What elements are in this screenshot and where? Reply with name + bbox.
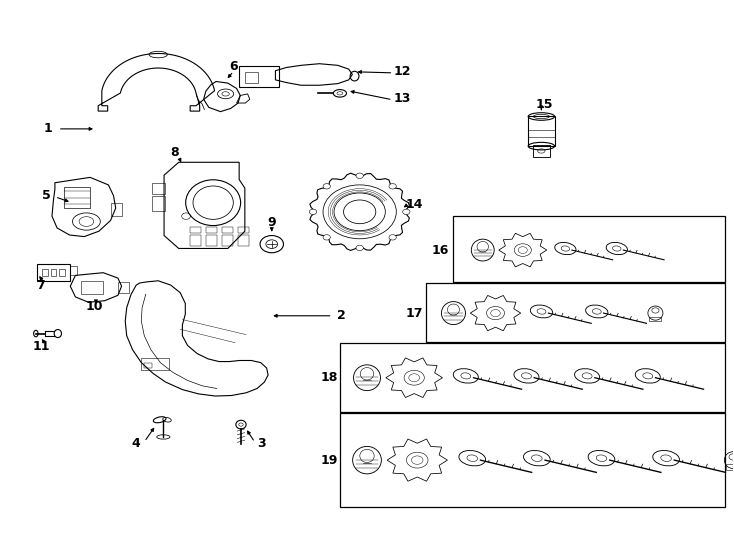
Circle shape: [309, 209, 316, 214]
Text: 7: 7: [37, 279, 46, 292]
Bar: [528, 117, 555, 146]
Text: 16: 16: [432, 244, 449, 256]
Bar: [189, 227, 200, 233]
Bar: [454, 216, 724, 282]
Circle shape: [389, 235, 396, 240]
Text: 19: 19: [320, 454, 338, 467]
Text: 5: 5: [43, 189, 51, 202]
Bar: [426, 284, 724, 342]
Bar: [238, 235, 249, 246]
Circle shape: [389, 184, 396, 189]
Circle shape: [323, 184, 330, 189]
Text: 1: 1: [44, 123, 53, 136]
Bar: [533, 145, 550, 157]
Bar: [142, 358, 170, 370]
Circle shape: [403, 209, 410, 214]
Circle shape: [356, 173, 363, 178]
Bar: [244, 72, 258, 83]
Text: 17: 17: [406, 307, 424, 320]
Text: 12: 12: [393, 65, 411, 78]
Text: 15: 15: [536, 98, 553, 111]
Bar: [118, 282, 129, 293]
Text: 2: 2: [337, 309, 346, 322]
Circle shape: [356, 245, 363, 251]
Bar: [340, 343, 724, 411]
Bar: [222, 235, 233, 246]
Bar: [42, 269, 48, 276]
Bar: [650, 316, 661, 321]
Bar: [206, 235, 217, 246]
Bar: [206, 227, 217, 233]
Text: 11: 11: [32, 340, 50, 353]
Bar: [51, 269, 57, 276]
Bar: [152, 195, 165, 211]
Text: 8: 8: [170, 146, 178, 159]
Text: 9: 9: [267, 216, 276, 229]
Bar: [340, 413, 724, 507]
Text: 3: 3: [257, 437, 266, 450]
Text: 18: 18: [320, 371, 338, 384]
Bar: [145, 363, 152, 368]
Bar: [222, 227, 233, 233]
Bar: [70, 266, 77, 275]
Text: 4: 4: [132, 437, 141, 450]
Bar: [111, 202, 122, 216]
Text: 13: 13: [393, 92, 411, 105]
Bar: [65, 186, 90, 208]
Text: 10: 10: [86, 300, 103, 313]
Text: 14: 14: [406, 198, 424, 211]
Text: 6: 6: [229, 60, 238, 73]
Bar: [152, 183, 165, 193]
Bar: [238, 227, 249, 233]
Bar: [189, 235, 200, 246]
Bar: [59, 269, 65, 276]
Circle shape: [323, 235, 330, 240]
Bar: [81, 281, 103, 294]
Bar: [37, 264, 70, 281]
Bar: [239, 66, 279, 87]
Bar: [726, 464, 734, 470]
